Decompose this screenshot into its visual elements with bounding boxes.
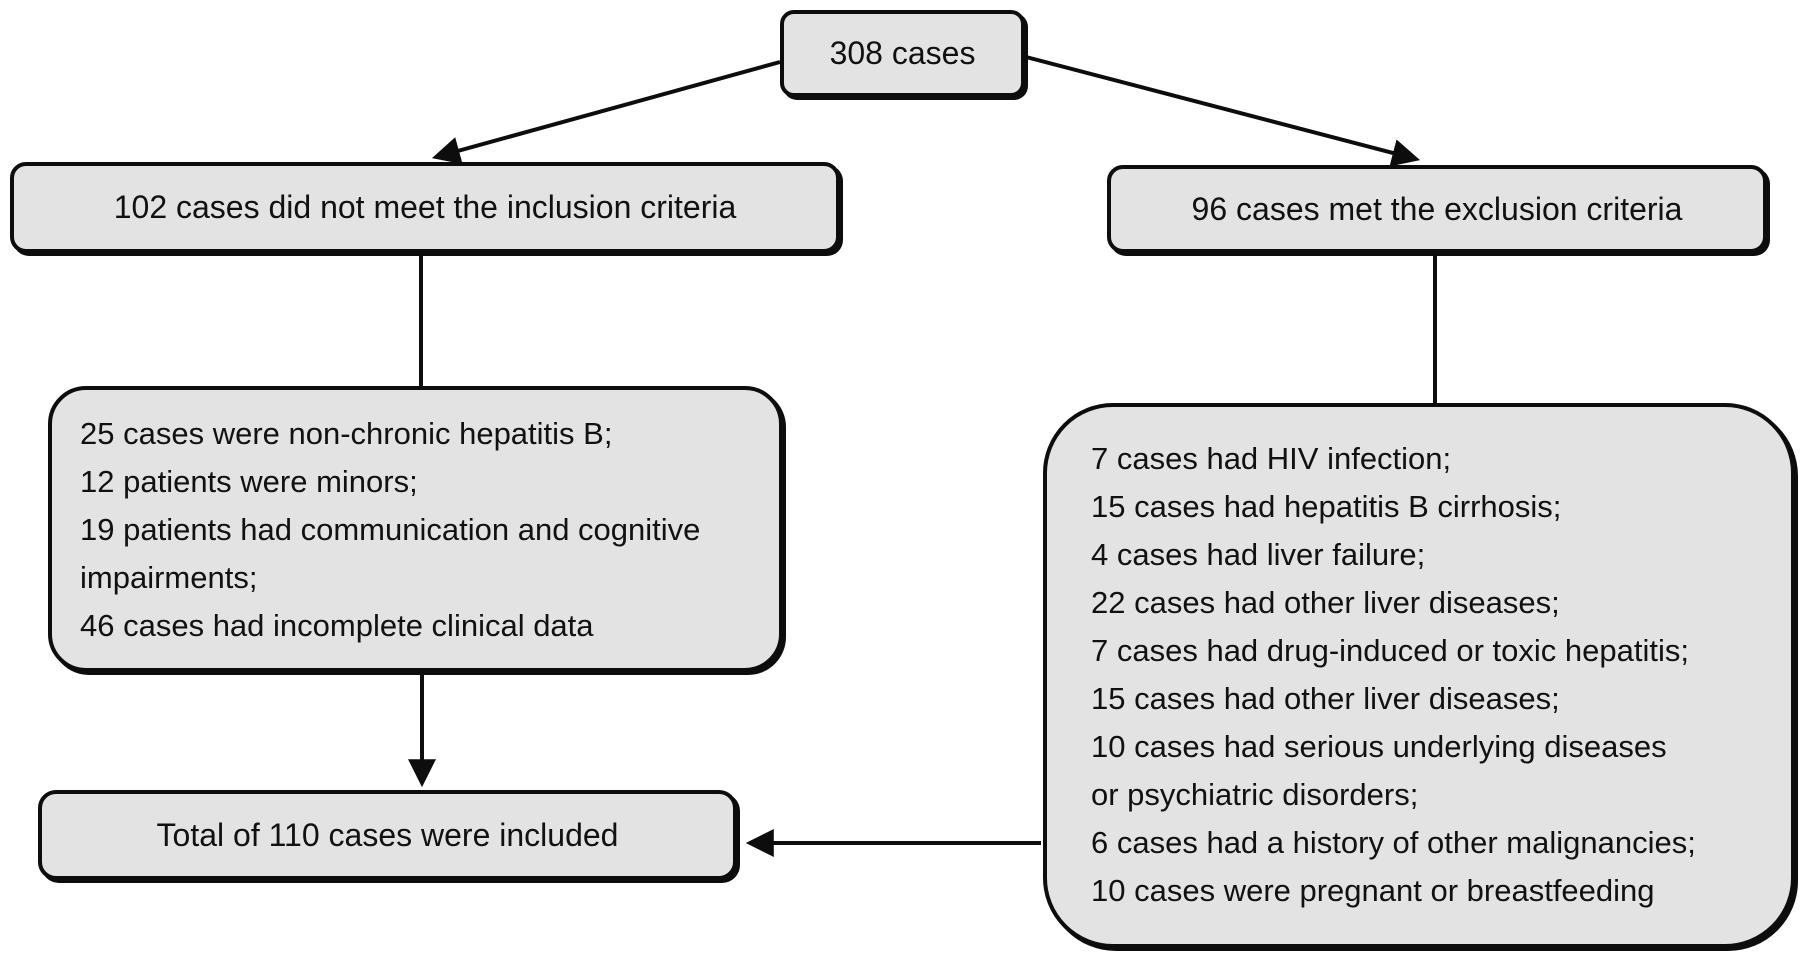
reason-line: 10 cases had serious underlying diseases: [1091, 729, 1667, 764]
reason-line: 7 cases had HIV infection;: [1091, 441, 1452, 476]
reason-line: 19 patients had communication and cognit…: [80, 512, 701, 547]
node-inclusion-failure-reasons: 25 cases were non-chronic hepatitis B; 12…: [48, 386, 783, 672]
reason-line: 25 cases were non-chronic hepatitis B;: [80, 416, 613, 451]
reason-line: 7 cases had drug-induced or toxic hepati…: [1091, 633, 1689, 668]
reason-line: 6 cases had a history of other malignanc…: [1091, 825, 1696, 860]
node-included-total-label: Total of 110 cases were included: [156, 816, 619, 853]
edge-total-to-meeting-exclusion: [1025, 55, 1421, 167]
reason-line: 10 cases were pregnant or breastfeeding: [1091, 873, 1655, 908]
reason-line: 46 cases had incomplete clinical data: [80, 608, 594, 643]
node-meeting-exclusion-label: 96 cases met the exclusion criteria: [1191, 190, 1683, 227]
node-not-meeting-inclusion-label: 102 cases did not meet the inclusion cri…: [113, 189, 737, 225]
reason-line: 22 cases had other liver diseases;: [1091, 585, 1560, 620]
node-total-cases: 308 cases: [780, 10, 1025, 97]
reason-line: impairments;: [80, 560, 258, 595]
node-exclusion-reasons: 7 cases had HIV infection; 15 cases had h…: [1043, 403, 1795, 948]
reason-line: 15 cases had hepatitis B cirrhosis;: [1091, 489, 1562, 524]
reason-line: 12 patients were minors;: [80, 464, 418, 499]
edge-total-to-not-meeting-inclusion: [431, 60, 781, 165]
node-meeting-exclusion: 96 cases met the exclusion criteria: [1107, 165, 1767, 253]
node-total-cases-label: 308 cases: [829, 35, 976, 71]
reason-line: or psychiatric disorders;: [1091, 777, 1419, 812]
node-not-meeting-inclusion: 102 cases did not meet the inclusion cri…: [10, 162, 840, 253]
reason-line: 4 cases had liver failure;: [1091, 537, 1426, 572]
reason-line: 15 cases had other liver diseases;: [1091, 681, 1560, 716]
node-included-total: Total of 110 cases were included: [38, 790, 737, 880]
